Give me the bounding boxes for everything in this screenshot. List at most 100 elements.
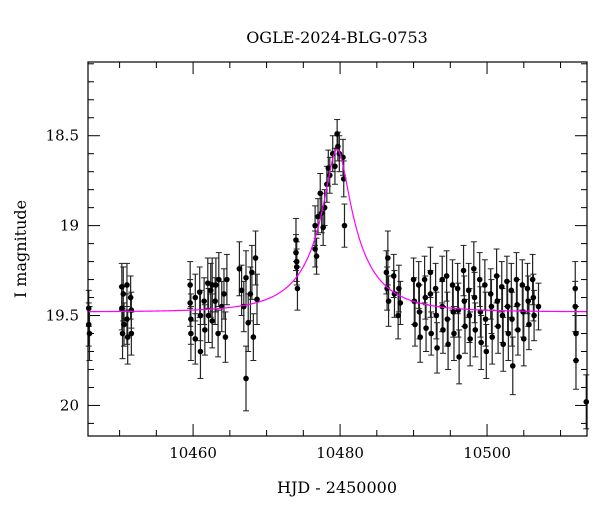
data-point [396, 285, 402, 292]
data-point [509, 316, 515, 322]
y-tick-label: 20 [60, 396, 79, 414]
data-point [187, 282, 193, 288]
data-point [508, 287, 515, 294]
data-point [395, 312, 401, 319]
data-point [254, 296, 260, 303]
data-point [188, 330, 194, 337]
data-point [385, 255, 391, 261]
data-point [192, 336, 199, 342]
data-point [85, 305, 92, 312]
data-point [201, 298, 207, 304]
data-point [456, 354, 462, 360]
data-point [421, 276, 428, 283]
data-point [243, 274, 249, 281]
data-point [332, 163, 338, 170]
data-point [317, 190, 324, 197]
data-point [482, 282, 488, 288]
data-point [433, 312, 440, 319]
data-point [471, 265, 477, 272]
data-point [462, 323, 468, 330]
data-point [520, 336, 527, 342]
data-point [313, 253, 320, 259]
data-point [467, 336, 473, 342]
x-tick-label: 10500 [463, 444, 511, 462]
data-point [427, 269, 434, 276]
data-point [494, 298, 501, 304]
data-point [415, 282, 422, 288]
data-point [488, 303, 495, 310]
data-point [410, 276, 417, 283]
data-point [250, 334, 257, 340]
data-point [341, 222, 348, 229]
data-point [412, 321, 418, 328]
data-point [514, 301, 520, 308]
model-curve [87, 148, 587, 313]
data-point [121, 321, 127, 328]
data-point [127, 294, 134, 301]
data-point [293, 237, 299, 243]
data-point [427, 291, 434, 297]
data-point [416, 309, 423, 315]
data-point [525, 298, 532, 304]
data-point [478, 339, 484, 346]
data-point [212, 298, 218, 304]
data-point [390, 273, 397, 279]
data-point [472, 327, 479, 333]
x-axis-label: HJD - 2450000 [277, 478, 397, 497]
data-point [320, 224, 326, 231]
data-point [498, 283, 505, 290]
data-point [236, 265, 243, 272]
data-point [293, 249, 299, 256]
y-tick-labels: 18.5 19 19.5 20 [46, 127, 79, 415]
data-point [197, 312, 204, 319]
data-point [500, 341, 507, 348]
data-point [482, 316, 489, 322]
data-point [573, 330, 579, 337]
data-point [493, 273, 500, 279]
data-point [391, 291, 398, 297]
data-point [202, 327, 208, 333]
data-point [573, 357, 579, 364]
data-point [383, 269, 390, 276]
data-point [454, 285, 461, 292]
data-point [293, 258, 300, 265]
data-point [192, 294, 199, 301]
data-point [530, 294, 537, 301]
data-point [444, 316, 451, 322]
y-tick-label: 19 [60, 217, 79, 235]
data-point [445, 341, 451, 348]
data-point [196, 289, 203, 295]
data-point [293, 264, 300, 270]
data-point [439, 276, 446, 283]
data-point [531, 312, 537, 319]
data-point [428, 330, 435, 337]
data-point [520, 309, 526, 315]
data-point [187, 300, 193, 306]
data-point [461, 298, 468, 304]
data-point [119, 330, 126, 337]
y-tick-label: 19.5 [46, 307, 79, 325]
data-point [524, 285, 531, 292]
data-point [483, 348, 490, 355]
data-point [334, 131, 340, 137]
data-point [466, 312, 473, 319]
data-point [188, 316, 194, 322]
data-point [384, 285, 390, 292]
data-point [124, 282, 130, 288]
data-point [124, 316, 130, 322]
data-point [504, 303, 511, 310]
data-point [252, 255, 259, 261]
data-point [85, 321, 92, 328]
data-point [460, 267, 467, 274]
data-point [526, 321, 532, 328]
data-point [312, 246, 318, 252]
data-point [509, 363, 516, 369]
data-point [128, 330, 135, 337]
data-point [465, 287, 472, 294]
data-point [249, 269, 255, 276]
data-point [505, 330, 512, 337]
data-point [325, 165, 332, 171]
data-point [450, 309, 457, 315]
data-point [499, 312, 506, 319]
data-point [197, 348, 204, 355]
